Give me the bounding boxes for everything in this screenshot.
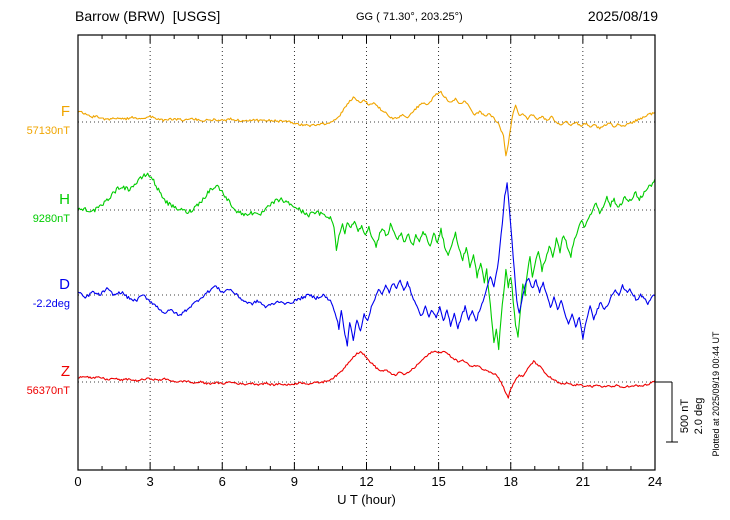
series-baseline-D: -2.2deg xyxy=(32,298,70,310)
series-label-Z: Z 56370nT xyxy=(0,363,70,398)
series-letter-F: F xyxy=(60,103,70,120)
series-baseline-H: 9280nT xyxy=(32,213,70,225)
x-axis-label: U T (hour) xyxy=(337,492,396,507)
x-tick-label: 24 xyxy=(648,474,662,489)
x-tick-label: 9 xyxy=(291,474,298,489)
plot-frame xyxy=(77,34,656,471)
plot-date: 2025/08/19 xyxy=(587,8,658,24)
x-tick-label: 18 xyxy=(504,474,518,489)
series-label-D: D -2.2deg xyxy=(0,276,70,311)
trace-Z xyxy=(77,350,656,399)
series-letter-D: D xyxy=(59,276,70,293)
scale-label-deg: 2.0 deg xyxy=(693,397,705,435)
series-label-F: F 57130nT xyxy=(0,103,70,138)
series-label-H: H 9280nT xyxy=(0,191,70,226)
x-tick-label: 3 xyxy=(147,474,154,489)
geographic-coordinates: GG ( 71.30°, 203.25°) xyxy=(356,11,463,23)
x-tick-label: 12 xyxy=(359,474,373,489)
station-title: Barrow (BRW) [USGS] xyxy=(75,8,221,24)
series-letter-Z: Z xyxy=(60,363,70,380)
x-tick-label: 6 xyxy=(219,474,226,489)
series-baseline-Z: 56370nT xyxy=(26,385,70,397)
trace-D xyxy=(77,182,656,347)
trace-H xyxy=(77,172,656,351)
series-letter-H: H xyxy=(59,191,70,208)
scale-label-nt: 500 nT xyxy=(679,398,691,434)
x-tick-label: 0 xyxy=(74,474,81,489)
x-tick-label: 15 xyxy=(431,474,445,489)
series-baseline-F: 57130nT xyxy=(26,125,70,137)
trace-F xyxy=(77,90,656,157)
x-tick-label: 21 xyxy=(576,474,590,489)
plotted-at-note: Plotted at 2025/09/19 00:44 UT xyxy=(711,331,721,457)
